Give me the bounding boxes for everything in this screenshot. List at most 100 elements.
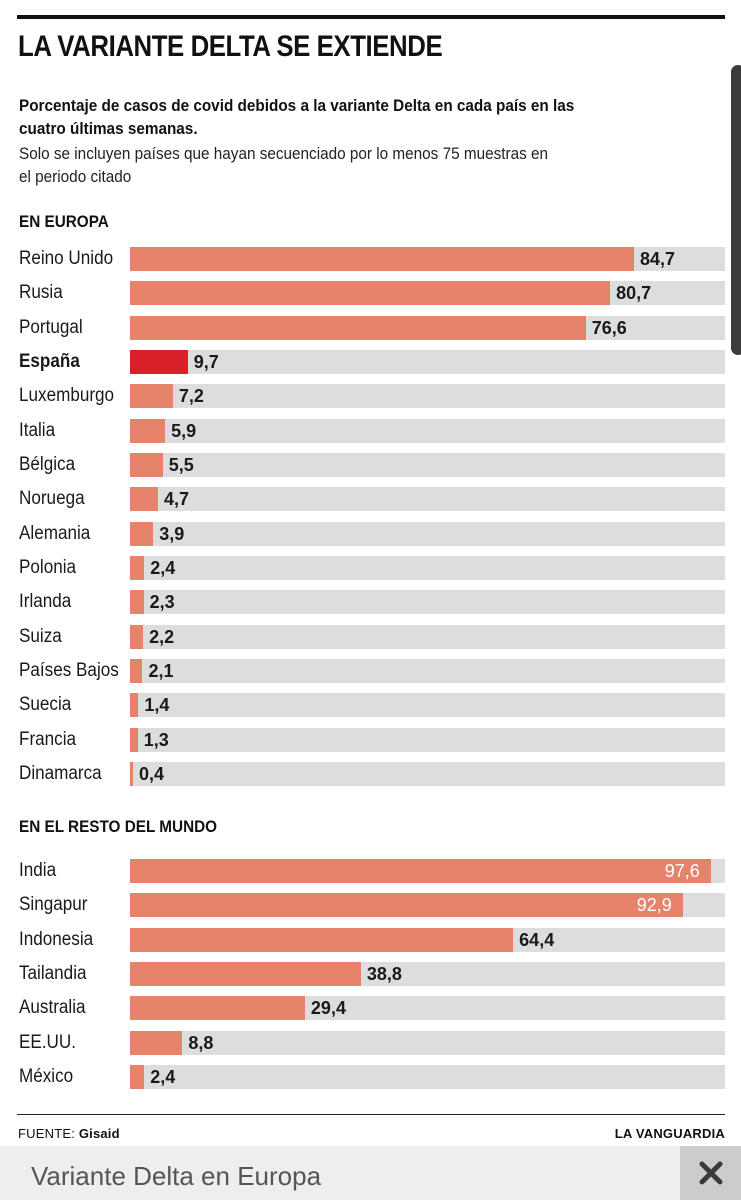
bar-value-label: 5,5 <box>168 454 194 475</box>
bar-label: Francia <box>19 728 77 750</box>
bar-row: Países Bajos 2,1 <box>0 658 741 683</box>
bar-row: Suiza 2,2 <box>0 624 741 649</box>
bar-value-label: 76,6 <box>591 317 627 338</box>
bar-value-label: 8,8 <box>188 1032 214 1053</box>
bar-row: Polonia 2,4 <box>0 555 741 580</box>
bar-label: Países Bajos <box>19 659 119 681</box>
bar-track: 1,3 <box>130 727 725 752</box>
bar-label: Singapur <box>19 894 88 916</box>
bar-track: 1,4 <box>130 693 725 718</box>
bar <box>130 624 144 649</box>
bar-track: 0,4 <box>130 761 725 786</box>
bar <box>130 590 144 615</box>
bar-value-label: 0,4 <box>139 763 165 784</box>
bar <box>130 555 145 580</box>
bar-label: Suecia <box>19 694 72 716</box>
source-label: FUENTE: <box>18 1126 76 1141</box>
bar-value-label: 2,4 <box>150 557 176 578</box>
bar-row: Noruega 4,7 <box>0 487 741 512</box>
top-rule <box>17 15 725 19</box>
bar-value-label: 38,8 <box>366 963 402 984</box>
bottom-rule <box>17 1114 725 1115</box>
bar-row: Rusia 80,7 <box>0 281 741 306</box>
bar-row: España 9,7 <box>0 349 741 374</box>
bar <box>130 384 173 409</box>
bar-label: Noruega <box>19 488 85 510</box>
bar <box>130 487 158 512</box>
bar <box>130 927 514 952</box>
bar-value-label: 1,4 <box>144 695 170 716</box>
bar-value-label: 9,7 <box>193 351 219 372</box>
bar <box>130 247 634 271</box>
bar-track: 7,2 <box>130 384 725 409</box>
bar-value-label: 29,4 <box>310 998 346 1019</box>
bar-track: 9,7 <box>130 349 725 374</box>
bar-value-label: 92,9 <box>636 895 672 916</box>
bar-label: México <box>19 1065 74 1087</box>
bar-row: India 97,6 <box>0 859 741 883</box>
bar-value-label: 64,4 <box>519 929 555 950</box>
bar-label: Irlanda <box>19 591 72 613</box>
bar-value-label: 2,1 <box>148 660 174 681</box>
caption-text: Variante Delta en Europa <box>31 1161 322 1191</box>
source-credit: FUENTE: Gisaid <box>18 1126 120 1141</box>
bar-row: Singapur 92,9 <box>0 893 741 918</box>
bar-row: Suecia 1,4 <box>0 693 741 718</box>
bar-value-label: 2,3 <box>149 592 175 613</box>
section-title-world: EN EL RESTO DEL MUNDO <box>19 817 218 836</box>
bar <box>130 859 711 883</box>
chart-title: LA VARIANTE DELTA SE EXTIENDE <box>18 30 443 63</box>
source-value: Gisaid <box>78 1126 120 1141</box>
bar <box>130 452 163 477</box>
bar-track: 2,1 <box>130 658 725 683</box>
close-button[interactable] <box>680 1146 741 1200</box>
caption-bar: Variante Delta en Europa <box>0 1146 741 1200</box>
section-title-europe: EN EUROPA <box>19 212 109 231</box>
bar-row: Tailandia 38,8 <box>0 961 741 986</box>
bar-track: 92,9 <box>130 893 725 918</box>
bar <box>130 281 611 306</box>
bar-row: Portugal 76,6 <box>0 315 741 340</box>
bar <box>130 1030 183 1055</box>
bar <box>130 418 166 443</box>
bar-track: 4,7 <box>130 487 725 512</box>
bar-row: Australia 29,4 <box>0 996 741 1021</box>
bar <box>130 315 586 340</box>
bar-track: 29,4 <box>130 996 725 1021</box>
bar <box>130 893 683 918</box>
bar-track: 84,7 <box>130 247 725 271</box>
bar-label: Portugal <box>19 316 83 338</box>
scroll-handle[interactable] <box>731 65 741 355</box>
bar-value-label: 2,2 <box>149 626 175 647</box>
bar <box>130 693 139 718</box>
bar <box>130 996 305 1021</box>
bar-label: Australia <box>19 997 86 1019</box>
chart-subtitle: Porcentaje de casos de covid debidos a l… <box>19 96 575 138</box>
bar-value-label: 4,7 <box>163 489 189 510</box>
bar-value-label: 97,6 <box>664 861 700 881</box>
bar-label: Luxemburgo <box>19 385 115 407</box>
bar-value-label: 1,3 <box>143 729 169 750</box>
bar-label: EE.UU. <box>19 1031 77 1053</box>
bar-track: 2,4 <box>130 1064 725 1089</box>
bar-row: Bélgica 5,5 <box>0 452 741 477</box>
bar-value-label: 3,9 <box>159 523 185 544</box>
bar <box>130 761 133 786</box>
bar-row: Reino Unido 84,7 <box>0 247 741 271</box>
bar-label: Suiza <box>19 625 62 647</box>
bar-row: Luxemburgo 7,2 <box>0 384 741 409</box>
bar-label: Dinamarca <box>19 762 102 784</box>
bar-label: Polonia <box>19 556 77 578</box>
bar-track: 2,4 <box>130 555 725 580</box>
close-icon <box>699 1161 722 1185</box>
bar-row: Dinamarca 0,4 <box>0 761 741 786</box>
bar-row: Indonesia 64,4 <box>0 927 741 952</box>
bar-row: Alemania 3,9 <box>0 521 741 546</box>
bar-row: EE.UU. 8,8 <box>0 1030 741 1055</box>
bar-track: 76,6 <box>130 315 725 340</box>
bar-row: Francia 1,3 <box>0 727 741 752</box>
bar <box>130 1064 145 1089</box>
bar-track: 80,7 <box>130 281 725 306</box>
bar <box>130 727 138 752</box>
bar-track: 2,2 <box>130 624 725 649</box>
